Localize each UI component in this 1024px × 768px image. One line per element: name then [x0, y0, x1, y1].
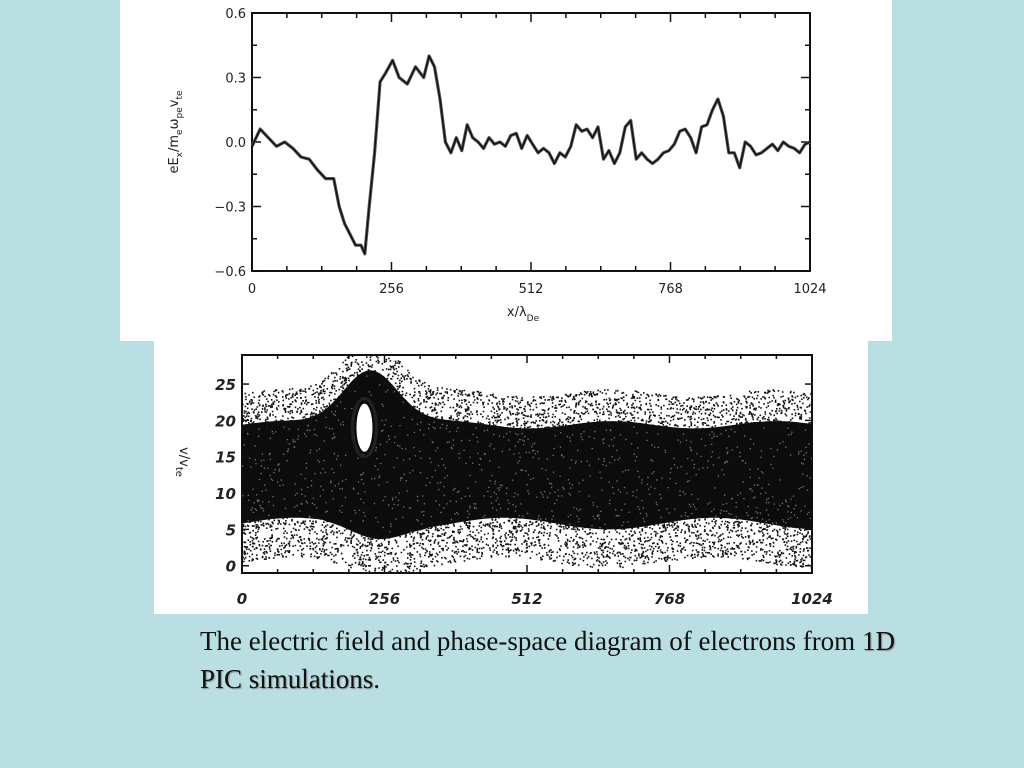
electron-hole	[356, 403, 373, 452]
y-tick-label: 0.3	[225, 72, 246, 87]
y-axis-label-part: x	[175, 151, 185, 157]
phase-y-tick-label: 25	[215, 376, 236, 394]
phase-y-tick-label: 10	[215, 485, 236, 503]
y-axis-label-part: v	[167, 99, 182, 107]
y-axis-label-part: te	[175, 90, 185, 100]
figure-caption: The electric field and phase-space diagr…	[200, 622, 900, 698]
x-axis-label-sub: De	[527, 314, 540, 324]
electron-hole-ring	[350, 397, 378, 459]
caption-highlight: 1D PIC simulations	[200, 626, 895, 694]
x-tick-label: 1024	[793, 282, 826, 297]
phase-x-tick-label: 0	[237, 590, 247, 608]
phase-space-chart: 0 256 512 768 1024 0 5 10 15 20 25 v/vte	[173, 354, 833, 608]
x-tick-label: 256	[379, 282, 404, 297]
phase-x-tick-label: 768	[654, 590, 685, 608]
caption-text-2: .	[373, 664, 381, 694]
y-axis-label-part: pe	[175, 107, 185, 119]
phase-y-tick-label: 5	[226, 521, 236, 539]
y-axis-label-part: eE	[167, 157, 182, 173]
electric-field-chart: 0 256 512 768 1024 −0.6 −0.3 0.0 0.3 0.6 x/λDe eEx/…	[167, 7, 827, 324]
y-axis-label: eEx/meωpevte	[167, 90, 185, 174]
phase-y-tick-label: 15	[215, 449, 236, 467]
x-axis-label: x/λDe	[507, 305, 540, 324]
y-tick-label: −0.6	[214, 265, 246, 280]
x-tick-label: 0	[248, 282, 256, 297]
y-axis-label-part: /m	[167, 135, 182, 152]
phase-y-tick-label: 0	[226, 558, 236, 576]
phase-y-label-main: v/v	[176, 447, 191, 467]
electric-field-panel: 0 256 512 768 1024 −0.6 −0.3 0.0 0.3 0.6 x/λDe eEx/…	[120, 0, 892, 341]
y-axis-label-part: e	[175, 129, 185, 135]
y-tick-label: 0.6	[225, 7, 246, 22]
phase-x-tick-label: 1024	[791, 590, 833, 608]
phase-space-panel: 0 256 512 768 1024 0 5 10 15 20 25 v/vte	[154, 341, 868, 614]
phase-x-tick-label: 512	[511, 590, 542, 608]
y-tick-label: −0.3	[214, 201, 246, 216]
phase-y-axis-label: v/vte	[173, 447, 191, 477]
efield-series-core	[251, 55, 811, 255]
phase-x-tick-label: 256	[369, 590, 400, 608]
phase-y-label-sub: te	[173, 467, 184, 477]
phase-particles	[242, 355, 812, 573]
phase-y-tick-label: 20	[215, 412, 236, 430]
y-tick-label: 0.0	[225, 136, 246, 151]
y-axis-label-part: ω	[167, 119, 182, 130]
caption-text-1: The electric field and phase-space diagr…	[200, 626, 862, 656]
x-tick-label: 768	[658, 282, 683, 297]
x-tick-label: 512	[519, 282, 544, 297]
